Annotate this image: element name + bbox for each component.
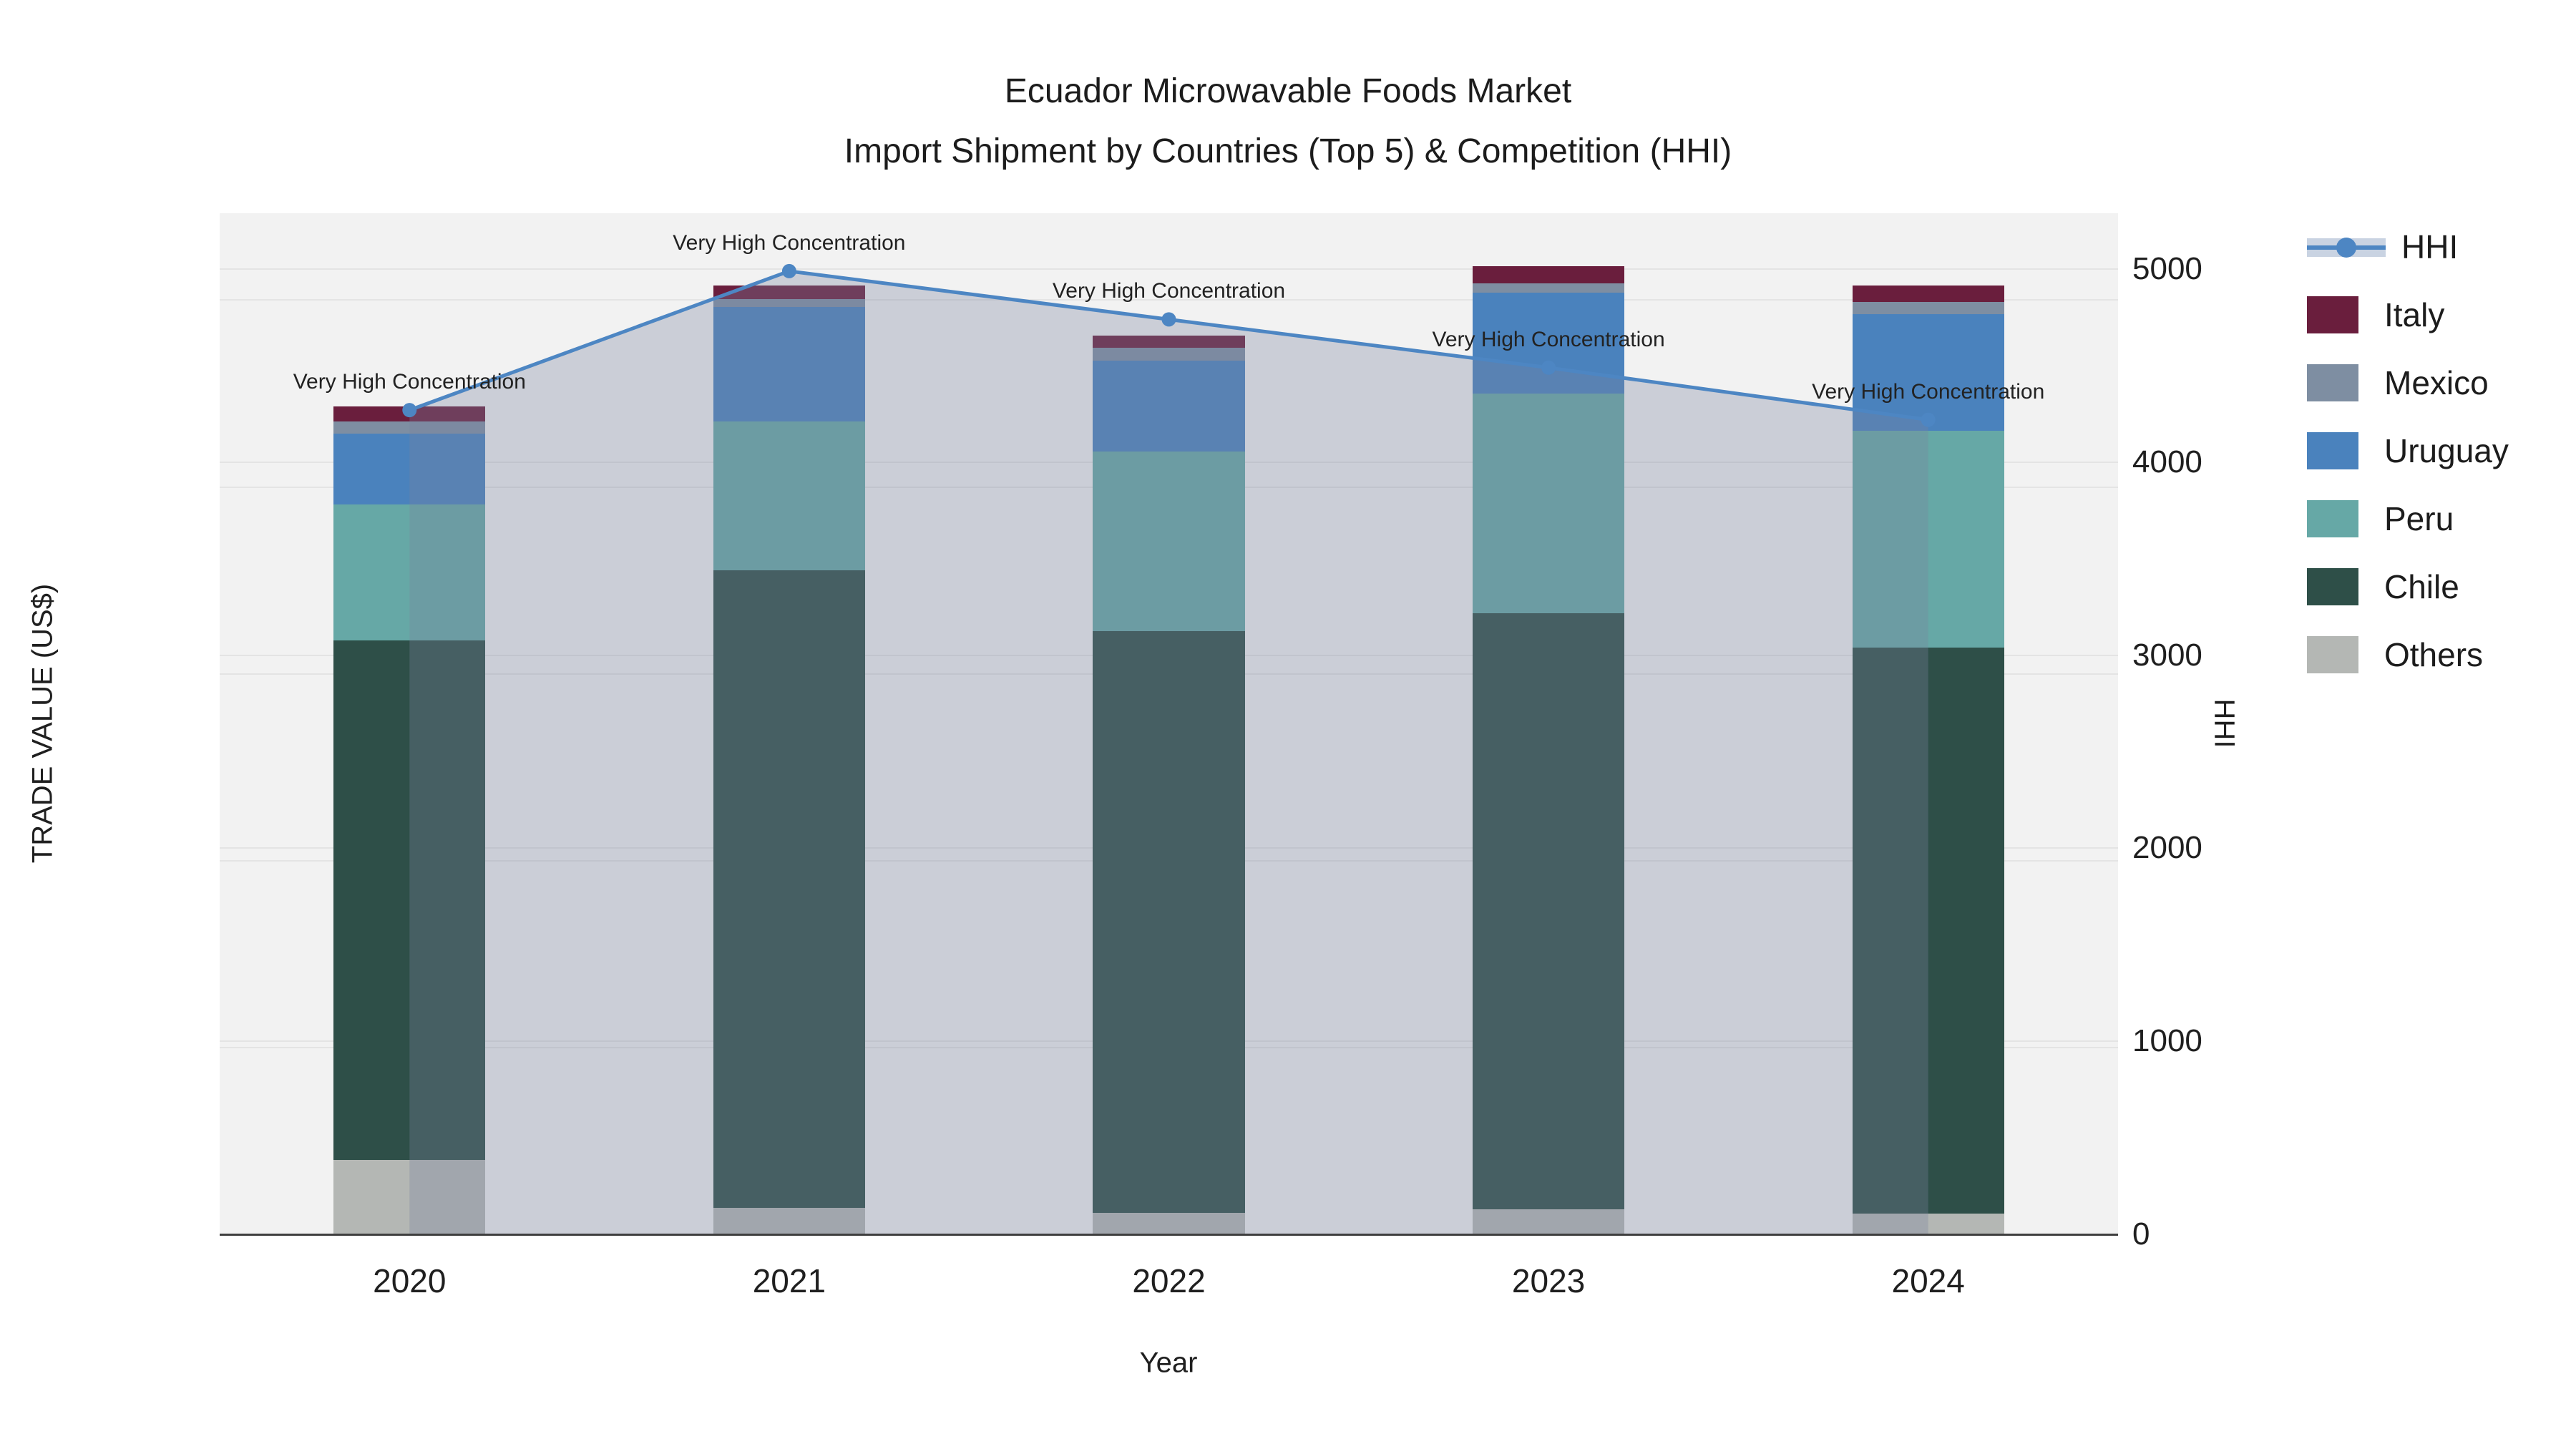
gridline-right-5000 [220,268,2118,270]
y-right-tick-4000: 4000 [2132,444,2202,479]
bar-segment-italy-2023 [1472,266,1625,283]
y-right-axis-title: HHI [2208,698,2240,748]
legend-swatch-others [2307,636,2358,673]
legend-item-chile[interactable]: Chile [2307,567,2459,606]
bar-segment-chile-2024 [1852,648,2004,1214]
annotation-2023: Very High Concentration [1432,327,1665,351]
hhi-marker-2024 [1921,412,1936,427]
hhi-marker-2021 [781,263,796,278]
annotation-2020: Very High Concentration [293,370,526,394]
bar-segment-peru-2021 [713,421,865,570]
x-tick-2021: 2021 [752,1262,826,1299]
bar-segment-others-2021 [713,1208,865,1234]
bar-segment-uruguay-2022 [1093,361,1245,452]
bar-segment-mexico-2021 [713,299,865,307]
bar-segment-peru-2020 [333,504,486,640]
bar-segment-mexico-2024 [1852,302,2004,314]
legend-label-uruguay: Uruguay [2384,432,2509,469]
x-axis-line [220,1234,2118,1236]
bar-segment-chile-2022 [1093,630,1245,1213]
bar-segment-others-2020 [333,1159,486,1234]
bar-segment-mexico-2023 [1472,283,1625,293]
bar-segment-others-2024 [1852,1214,2004,1234]
bar-segment-italy-2022 [1093,336,1245,348]
bar-segment-chile-2021 [713,570,865,1209]
legend-swatch-italy [2307,296,2358,333]
legend-item-mexico[interactable]: Mexico [2307,364,2489,402]
legend-item-others[interactable]: Others [2307,635,2483,674]
hhi-marker-2022 [1161,312,1176,327]
legend-swatch-chile [2307,568,2358,605]
y-right-tick-0: 0 [2132,1216,2150,1252]
y-right-tick-3000: 3000 [2132,637,2202,673]
legend-hhi-dot [2336,238,2356,258]
bar-segment-peru-2023 [1472,393,1625,613]
hhi-marker-2023 [1541,360,1556,375]
x-tick-2022: 2022 [1132,1262,1206,1299]
y-right-tick-1000: 1000 [2132,1023,2202,1059]
legend-label-others: Others [2384,636,2484,673]
bar-segment-chile-2020 [333,640,486,1160]
chart-title: Ecuador Microwavable Foods Market Import… [0,62,2576,182]
x-tick-2023: 2023 [1511,1262,1586,1299]
legend-label-peru: Peru [2384,500,2454,537]
bar-segment-others-2023 [1472,1209,1625,1234]
legend-swatch-peru [2307,500,2358,537]
legend-swatch-mexico [2307,364,2358,401]
bar-segment-others-2022 [1093,1212,1245,1234]
bar-segment-mexico-2022 [1093,348,1245,361]
hhi-area-fill [409,270,1928,1234]
y-right-tick-5000: 5000 [2132,251,2202,287]
annotation-2021: Very High Concentration [673,230,906,255]
legend-hhi-line-icon [2307,228,2386,265]
annotation-2022: Very High Concentration [1052,279,1286,303]
chart-title-line1: Ecuador Microwavable Foods Market [1004,72,1572,110]
hhi-marker-2020 [402,403,417,418]
x-axis-title: Year [1139,1347,1198,1379]
legend-item-italy[interactable]: Italy [2307,296,2444,334]
legend-swatch-uruguay [2307,432,2358,469]
legend-item-peru[interactable]: Peru [2307,499,2454,538]
legend-label-italy: Italy [2384,296,2445,333]
annotation-2024: Very High Concentration [1812,379,2045,404]
legend-item-uruguay[interactable]: Uruguay [2307,431,2509,470]
bar-segment-chile-2023 [1472,613,1625,1209]
bar-segment-peru-2024 [1852,431,2004,648]
bar-segment-peru-2022 [1093,451,1245,631]
bar-segment-uruguay-2021 [713,306,865,422]
bar-segment-italy-2021 [713,285,865,300]
legend-label-chile: Chile [2384,568,2459,605]
bar-segment-italy-2024 [1852,285,2004,303]
bar-segment-uruguay-2020 [333,434,486,505]
legend-item-hhi[interactable]: HHI [2307,228,2458,266]
legend-label-mexico: Mexico [2384,364,2489,401]
y-left-axis-title: TRADE VALUE (US$) [26,583,59,864]
legend-label-hhi: HHI [2401,228,2459,265]
chart-title-line2: Import Shipment by Countries (Top 5) & C… [844,132,1732,170]
y-right-tick-2000: 2000 [2132,830,2202,866]
x-tick-2020: 2020 [373,1262,447,1299]
bar-segment-uruguay-2023 [1472,292,1625,394]
gridline-left-100 [220,299,2118,301]
bar-segment-mexico-2020 [333,421,486,434]
x-tick-2024: 2024 [1891,1262,1965,1299]
